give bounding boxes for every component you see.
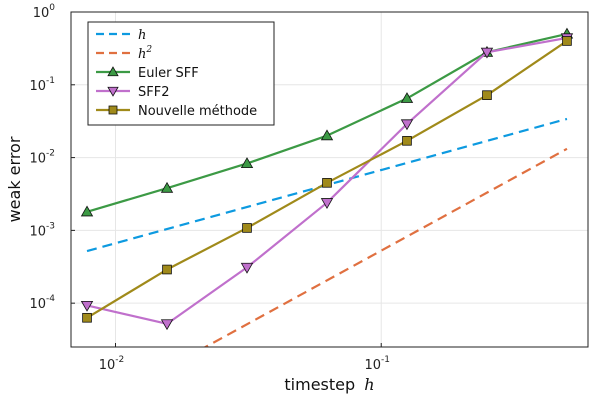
legend-label: h xyxy=(138,28,146,43)
data-point xyxy=(400,119,414,131)
x-axis-label-prefix: timestep xyxy=(284,375,355,394)
data-point xyxy=(240,262,254,274)
data-point xyxy=(160,181,174,193)
data-point xyxy=(562,36,572,46)
y-tick-label: 10-1 xyxy=(29,76,55,94)
legend-box xyxy=(87,21,275,126)
series-4 xyxy=(82,36,572,323)
y-tick-label: 10-3 xyxy=(29,221,55,239)
y-tick-base: 10 xyxy=(29,152,46,167)
y-tick-base: 10 xyxy=(29,297,46,312)
y-axis-label: weak error xyxy=(5,136,24,222)
legend-label: SFF2 xyxy=(138,85,169,100)
x-tick-label: 10-1 xyxy=(364,355,390,373)
data-point xyxy=(80,300,94,312)
y-tick-base: 10 xyxy=(29,224,46,239)
data-point xyxy=(242,223,252,233)
legend-marker xyxy=(107,66,119,77)
legend: h h2 Euler SFF SFF2 Nouvelle méthode xyxy=(87,21,275,126)
x-tick-label: 10-2 xyxy=(99,355,125,373)
data-point xyxy=(482,90,492,100)
y-tick-label: 10-4 xyxy=(29,294,55,312)
series-line xyxy=(203,147,568,347)
x-tick-base: 10 xyxy=(364,358,381,373)
x-tick-exp: -1 xyxy=(381,355,390,365)
legend-entry: h2 xyxy=(96,45,152,62)
y-tick-base: 10 xyxy=(29,79,46,94)
x-tick-base: 10 xyxy=(99,358,116,373)
data-point xyxy=(320,129,334,141)
data-point xyxy=(402,136,412,146)
y-tick-exp: -4 xyxy=(46,294,55,304)
legend-label: Euler SFF xyxy=(138,66,199,81)
y-tick-exp: -1 xyxy=(46,76,55,86)
legend-marker xyxy=(108,105,118,115)
x-axis-label: timestep h xyxy=(284,375,374,394)
data-point xyxy=(80,205,94,217)
legend-entry: Nouvelle méthode xyxy=(96,104,257,119)
legend-entry: h xyxy=(96,28,146,43)
legend-label: Nouvelle méthode xyxy=(138,104,257,119)
x-axis-label-variable: h xyxy=(364,375,374,394)
legend-label: h2 xyxy=(138,45,152,62)
data-point xyxy=(400,92,414,103)
data-point xyxy=(320,198,334,210)
data-point xyxy=(162,264,172,275)
plot-frame xyxy=(70,11,589,348)
data-point xyxy=(82,312,92,323)
data-point xyxy=(160,319,174,331)
y-tick-base: 10 xyxy=(33,6,50,21)
legend-entry: SFF2 xyxy=(96,85,169,100)
y-tick-exp: -3 xyxy=(46,221,55,231)
legend-marker xyxy=(107,86,119,97)
y-tick-exp: -2 xyxy=(46,149,55,159)
x-tick-exp: -2 xyxy=(115,355,124,365)
data-point xyxy=(322,178,332,188)
series-layer xyxy=(80,27,574,347)
series-1 xyxy=(203,147,568,347)
y-tick-label: 10-2 xyxy=(29,149,55,167)
data-point xyxy=(240,157,254,169)
legend-entry: Euler SFF xyxy=(96,66,199,81)
y-tick-label: 100 xyxy=(33,3,56,21)
y-tick-exp: 0 xyxy=(49,3,55,13)
data-point xyxy=(480,47,494,59)
